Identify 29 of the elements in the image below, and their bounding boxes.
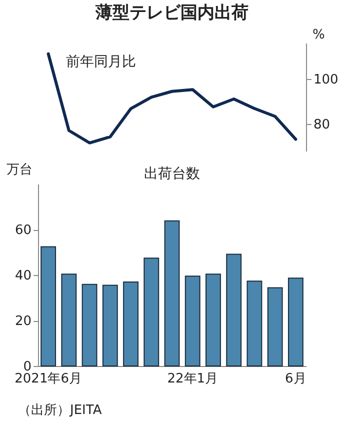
bar <box>226 254 242 366</box>
bar <box>184 276 200 366</box>
bar <box>288 278 304 366</box>
bar <box>82 284 98 366</box>
x-tick-label: 6月 <box>285 372 306 386</box>
y-axis-title: 万台 <box>6 162 32 178</box>
y-axis-title: % <box>312 28 325 42</box>
bar <box>61 274 77 366</box>
y-tick-label: 60 <box>14 223 32 238</box>
chart-title: 出荷台数 <box>144 166 200 182</box>
y-tick-label: 40 <box>14 268 32 284</box>
y-tick-label: 100 <box>314 72 338 88</box>
y-tick-label: 20 <box>14 314 32 329</box>
series-label: 前年同月比 <box>66 54 136 70</box>
bar <box>267 287 283 366</box>
bar <box>246 280 262 366</box>
line-series <box>46 52 298 144</box>
bar <box>102 284 118 366</box>
bar <box>206 274 221 366</box>
x-tick-label: 22年1月 <box>167 372 218 386</box>
text: （出所）JEITA <box>18 403 102 418</box>
bar <box>164 220 180 366</box>
x-tick-label: 2021年6月 <box>14 372 82 386</box>
y-tick-label: 80 <box>314 118 330 132</box>
y-tick-label: 0 <box>23 360 32 374</box>
bar <box>144 258 160 366</box>
bar <box>123 282 138 366</box>
chart-title: 薄型テレビ国内出荷 <box>94 3 248 23</box>
bar <box>40 246 56 366</box>
